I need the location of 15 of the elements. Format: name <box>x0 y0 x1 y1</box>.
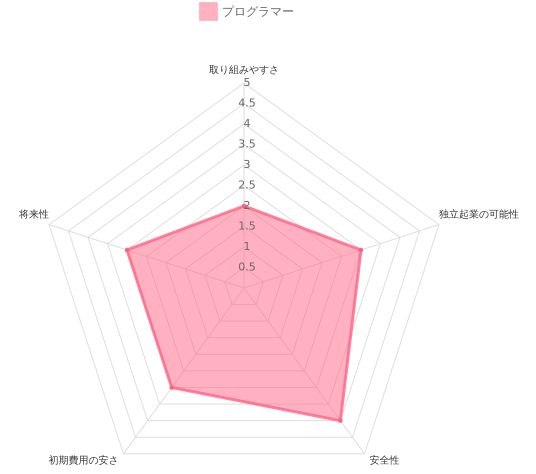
spoke-label: 将来性 <box>18 208 50 220</box>
y-tick-label: 3 <box>244 158 250 171</box>
spoke-label: 取り組みやすさ <box>209 64 279 76</box>
y-tick-label: 4 <box>244 117 250 130</box>
spoke-label: 初期費用の安さ <box>48 454 119 466</box>
y-tick-label: 2.5 <box>238 178 256 192</box>
y-tick-label: 4.5 <box>238 96 256 110</box>
y-tick-label: 3.5 <box>238 138 256 150</box>
y-tick-label: 5 <box>244 76 250 89</box>
y-tick-label: 0.5 <box>238 260 256 274</box>
spoke-label: 独立起業の可能性 <box>438 208 519 220</box>
y-tick-label: 1.5 <box>238 220 256 232</box>
y-tick-label: 1 <box>244 240 250 253</box>
legend-label: プログラマー <box>222 4 294 18</box>
spoke-label: 安全性 <box>369 454 400 466</box>
